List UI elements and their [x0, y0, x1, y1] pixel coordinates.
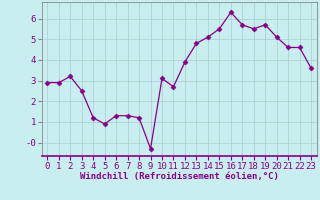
- X-axis label: Windchill (Refroidissement éolien,°C): Windchill (Refroidissement éolien,°C): [80, 172, 279, 181]
